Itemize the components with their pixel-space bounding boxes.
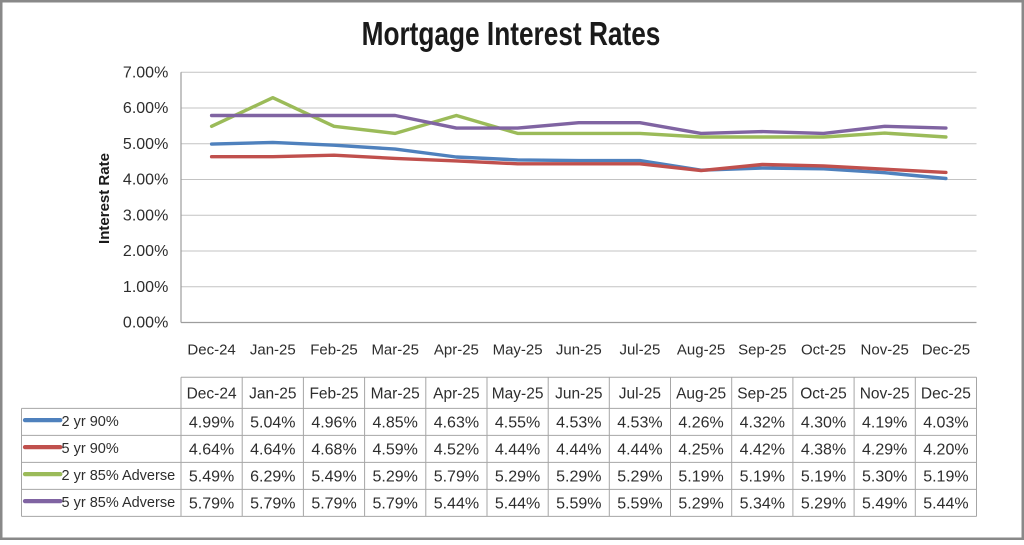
svg-text:Mar-25: Mar-25	[371, 342, 419, 359]
svg-text:4.59%: 4.59%	[373, 442, 418, 459]
svg-text:4.19%: 4.19%	[862, 415, 907, 432]
svg-text:4.96%: 4.96%	[311, 415, 356, 432]
svg-text:5.19%: 5.19%	[678, 469, 723, 486]
svg-text:6.29%: 6.29%	[250, 469, 295, 486]
svg-text:Dec-25: Dec-25	[922, 342, 970, 359]
svg-text:6.00%: 6.00%	[123, 100, 168, 117]
svg-text:May-25: May-25	[492, 385, 544, 402]
svg-text:4.44%: 4.44%	[495, 442, 540, 459]
svg-text:5.44%: 5.44%	[923, 496, 968, 513]
svg-text:Nov-25: Nov-25	[860, 385, 910, 402]
svg-text:4.99%: 4.99%	[189, 415, 234, 432]
svg-text:4.68%: 4.68%	[311, 442, 356, 459]
svg-text:4.25%: 4.25%	[678, 442, 723, 459]
svg-text:Aug-25: Aug-25	[677, 342, 725, 359]
svg-text:4.64%: 4.64%	[250, 442, 295, 459]
svg-text:Mar-25: Mar-25	[371, 385, 420, 402]
svg-text:4.26%: 4.26%	[678, 415, 723, 432]
svg-text:5.49%: 5.49%	[862, 496, 907, 513]
svg-text:4.30%: 4.30%	[801, 415, 846, 432]
svg-text:5.29%: 5.29%	[373, 469, 418, 486]
svg-text:5.04%: 5.04%	[250, 415, 295, 432]
svg-text:5.19%: 5.19%	[740, 469, 785, 486]
svg-text:4.32%: 4.32%	[740, 415, 785, 432]
svg-text:4.00%: 4.00%	[123, 172, 168, 189]
svg-text:5.59%: 5.59%	[617, 496, 662, 513]
svg-text:4.42%: 4.42%	[740, 442, 785, 459]
svg-text:Mortgage Interest Rates: Mortgage Interest Rates	[362, 16, 661, 53]
svg-text:Sep-25: Sep-25	[737, 385, 787, 402]
svg-text:Jul-25: Jul-25	[619, 385, 661, 402]
svg-text:5.29%: 5.29%	[556, 469, 601, 486]
svg-text:5.79%: 5.79%	[373, 496, 418, 513]
svg-text:5.19%: 5.19%	[923, 469, 968, 486]
svg-text:5.44%: 5.44%	[495, 496, 540, 513]
svg-text:4.53%: 4.53%	[617, 415, 662, 432]
svg-text:Feb-25: Feb-25	[309, 385, 358, 402]
svg-text:Jul-25: Jul-25	[619, 342, 660, 359]
svg-text:1.00%: 1.00%	[123, 279, 168, 296]
svg-text:5 yr 90%: 5 yr 90%	[62, 441, 119, 457]
svg-text:5 yr 85% Adverse: 5 yr 85% Adverse	[62, 495, 176, 511]
svg-text:4.44%: 4.44%	[556, 442, 601, 459]
svg-text:5.30%: 5.30%	[862, 469, 907, 486]
svg-text:5.19%: 5.19%	[801, 469, 846, 486]
svg-text:Dec-24: Dec-24	[187, 385, 237, 402]
svg-text:4.85%: 4.85%	[373, 415, 418, 432]
svg-text:3.00%: 3.00%	[123, 207, 168, 224]
svg-text:2 yr 85% Adverse: 2 yr 85% Adverse	[62, 468, 176, 484]
svg-text:Aug-25: Aug-25	[676, 385, 726, 402]
svg-text:5.34%: 5.34%	[740, 496, 785, 513]
svg-text:Apr-25: Apr-25	[433, 385, 480, 402]
svg-text:Apr-25: Apr-25	[434, 342, 479, 359]
svg-text:4.03%: 4.03%	[923, 415, 968, 432]
svg-text:4.20%: 4.20%	[923, 442, 968, 459]
svg-text:4.44%: 4.44%	[617, 442, 662, 459]
svg-text:Interest Rate: Interest Rate	[96, 153, 113, 244]
svg-text:5.29%: 5.29%	[801, 496, 846, 513]
svg-text:4.29%: 4.29%	[862, 442, 907, 459]
svg-text:4.55%: 4.55%	[495, 415, 540, 432]
svg-text:0.00%: 0.00%	[123, 315, 168, 332]
svg-text:4.52%: 4.52%	[434, 442, 479, 459]
svg-text:5.49%: 5.49%	[189, 469, 234, 486]
svg-text:5.79%: 5.79%	[434, 469, 479, 486]
svg-text:Jun-25: Jun-25	[556, 342, 602, 359]
svg-text:5.59%: 5.59%	[556, 496, 601, 513]
svg-text:Nov-25: Nov-25	[861, 342, 909, 359]
svg-text:Oct-25: Oct-25	[801, 342, 846, 359]
svg-text:5.44%: 5.44%	[434, 496, 479, 513]
svg-text:Jun-25: Jun-25	[555, 385, 602, 402]
svg-text:5.79%: 5.79%	[189, 496, 234, 513]
svg-text:Dec-25: Dec-25	[921, 385, 971, 402]
svg-text:4.53%: 4.53%	[556, 415, 601, 432]
svg-text:Jan-25: Jan-25	[249, 385, 296, 402]
svg-text:5.79%: 5.79%	[311, 496, 356, 513]
svg-text:5.29%: 5.29%	[495, 469, 540, 486]
svg-text:Oct-25: Oct-25	[800, 385, 847, 402]
svg-text:5.79%: 5.79%	[250, 496, 295, 513]
svg-text:5.29%: 5.29%	[678, 496, 723, 513]
svg-text:Feb-25: Feb-25	[310, 342, 358, 359]
svg-text:Sep-25: Sep-25	[738, 342, 786, 359]
svg-text:4.63%: 4.63%	[434, 415, 479, 432]
svg-text:Dec-24: Dec-24	[187, 342, 235, 359]
svg-text:2.00%: 2.00%	[123, 243, 168, 260]
svg-text:4.64%: 4.64%	[189, 442, 234, 459]
svg-text:5.29%: 5.29%	[617, 469, 662, 486]
svg-text:Jan-25: Jan-25	[250, 342, 296, 359]
svg-text:4.38%: 4.38%	[801, 442, 846, 459]
svg-text:7.00%: 7.00%	[123, 64, 168, 81]
svg-text:2 yr 90%: 2 yr 90%	[62, 414, 119, 430]
svg-text:May-25: May-25	[493, 342, 543, 359]
svg-text:5.00%: 5.00%	[123, 136, 168, 153]
svg-text:5.49%: 5.49%	[311, 469, 356, 486]
